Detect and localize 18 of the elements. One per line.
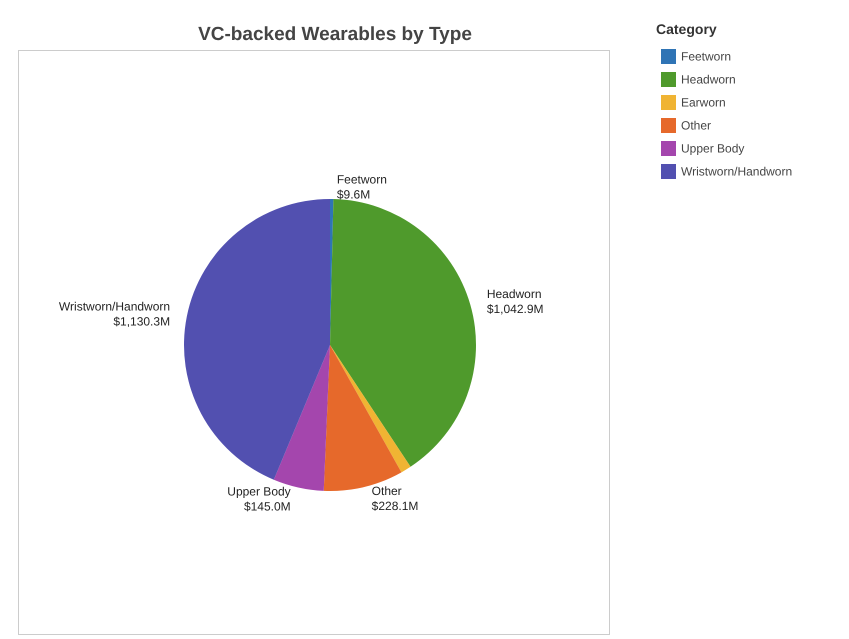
data-label: $145.0M [244,500,291,514]
legend-title: Category [656,21,717,37]
slice-label: Headworn [486,286,542,301]
slice-label: Other [372,484,402,498]
legend-label: Headworn [681,72,736,86]
legend-label: Upper Body [681,142,744,156]
chart-title: VC-backed Wearables by Type [198,24,472,45]
data-label: $228.1M [372,499,418,514]
slice-label: Wristworn/Handworn [58,299,170,314]
slice-label: Upper Body [227,484,291,499]
legend-label: Feetworn [681,50,732,64]
legend-label: Earworn [681,96,726,110]
legend-label: Wristworn/Handworn [681,164,792,178]
data-label: $9.6M [336,188,370,202]
data-label: $1,130.3M [113,314,170,328]
legend-label: Other [681,118,712,132]
data-label: $1,042.9M [486,302,544,316]
slice-label: Feetworn [336,172,387,187]
